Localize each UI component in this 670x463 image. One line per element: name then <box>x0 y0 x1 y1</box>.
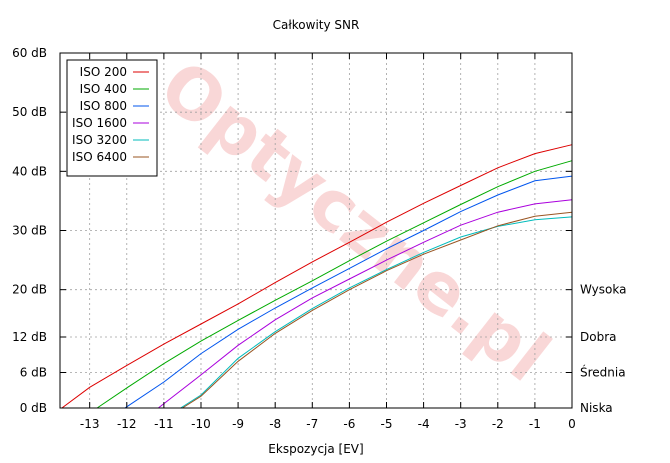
y-tick-label: 50 dB <box>12 105 47 119</box>
x-tick-label: -8 <box>269 417 281 431</box>
watermark: Optyczne.pl <box>145 44 565 397</box>
x-tick-label: 0 <box>568 417 576 431</box>
tick-marks <box>60 52 573 409</box>
x-axis-label: Ekspozycja [EV] <box>268 442 363 456</box>
y-tick-label: 6 dB <box>20 366 47 380</box>
x-tick-label: -1 <box>529 417 541 431</box>
legend: ISO 200 ISO 400 ISO 800 ISO 1600 ISO 3200 ISO… <box>66 59 158 177</box>
x-tick-label: -9 <box>232 417 244 431</box>
right-axis-labels: Wysoka Dobra Średnia Niska <box>580 283 626 415</box>
y-tick-label: 40 dB <box>12 164 47 178</box>
series-line-iso-800 <box>124 175 573 409</box>
y-tick-label: 12 dB <box>12 330 47 344</box>
y-tick-labels: 0 dB 6 dB 12 dB 20 dB 30 dB 40 dB 50 dB 60 dB <box>12 46 47 415</box>
series-line-iso-200 <box>61 144 573 409</box>
series-group <box>61 144 573 409</box>
x-tick-label: -4 <box>418 417 430 431</box>
x-tick-label: -13 <box>80 417 100 431</box>
y-tick-label: 60 dB <box>12 46 47 60</box>
y-tick-label: 30 dB <box>12 224 47 238</box>
quality-label: Wysoka <box>580 283 626 297</box>
y-tick-label: 20 dB <box>12 283 47 297</box>
legend-label: ISO 1600 <box>72 116 127 130</box>
x-tick-label: -6 <box>343 417 355 431</box>
legend-label: ISO 200 <box>80 65 127 79</box>
x-tick-label: -7 <box>306 417 318 431</box>
legend-label: ISO 6400 <box>72 150 127 164</box>
series-line-iso-400 <box>96 160 573 409</box>
y-tick-label: 0 dB <box>20 401 47 415</box>
quality-label: Dobra <box>580 330 617 344</box>
x-tick-label: -12 <box>117 417 137 431</box>
quality-label: Średnia <box>580 365 626 380</box>
x-tick-labels: -13 -12 -11 -10 -9 -8 -7 -6 -5 -4 -3 -2 -1 0 <box>80 417 576 431</box>
series-line-iso-3200 <box>180 216 573 409</box>
chart-title: Całkowity SNR <box>273 18 360 32</box>
series-line-iso-1600 <box>157 199 573 409</box>
grid <box>60 53 572 408</box>
x-tick-label: -2 <box>492 417 504 431</box>
x-tick-label: -11 <box>154 417 174 431</box>
x-tick-label: -3 <box>455 417 467 431</box>
legend-label: ISO 400 <box>80 82 127 96</box>
legend-label: ISO 3200 <box>72 133 127 147</box>
quality-label: Niska <box>580 401 613 415</box>
x-tick-label: -10 <box>191 417 211 431</box>
legend-label: ISO 800 <box>80 99 127 113</box>
series-line-iso-6400 <box>182 211 573 409</box>
x-tick-label: -5 <box>381 417 393 431</box>
